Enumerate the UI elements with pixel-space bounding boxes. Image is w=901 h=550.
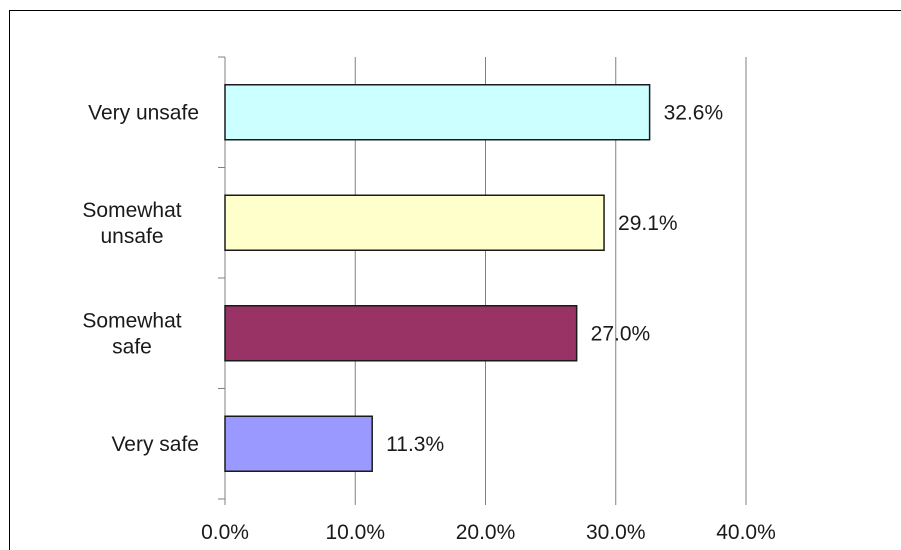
category-label: Somewhat unsafe (82, 199, 181, 248)
x-tick-label: 20.0% (456, 521, 516, 544)
category-label-line: unsafe (100, 225, 163, 248)
category-label: Very safe (111, 433, 199, 456)
labels: 0.0% 10.0% 20.0% 30.0% 40.0% Very unsafe 32.6%… (82, 101, 775, 544)
value-label: 29.1% (618, 212, 678, 235)
category-label-line: Somewhat (82, 309, 181, 332)
x-tick-label: 10.0% (325, 521, 385, 544)
bar (224, 194, 605, 251)
x-tick-label: 30.0% (586, 521, 646, 544)
bar (224, 305, 578, 362)
bars (224, 84, 651, 472)
value-label: 11.3% (386, 433, 444, 456)
value-label: 32.6% (664, 101, 724, 124)
category-label-line: Somewhat (82, 199, 181, 222)
bar (224, 415, 373, 472)
category-label: Somewhat safe (82, 309, 181, 358)
bar (224, 84, 651, 141)
category-label-line: safe (112, 335, 152, 358)
category-label-line: Very unsafe (88, 101, 199, 124)
x-tick-label: 40.0% (716, 521, 776, 544)
x-tick-label: 0.0% (201, 521, 249, 544)
category-label-line: Very safe (111, 433, 199, 456)
value-label: 27.0% (591, 322, 651, 345)
category-label: Very unsafe (88, 101, 199, 124)
